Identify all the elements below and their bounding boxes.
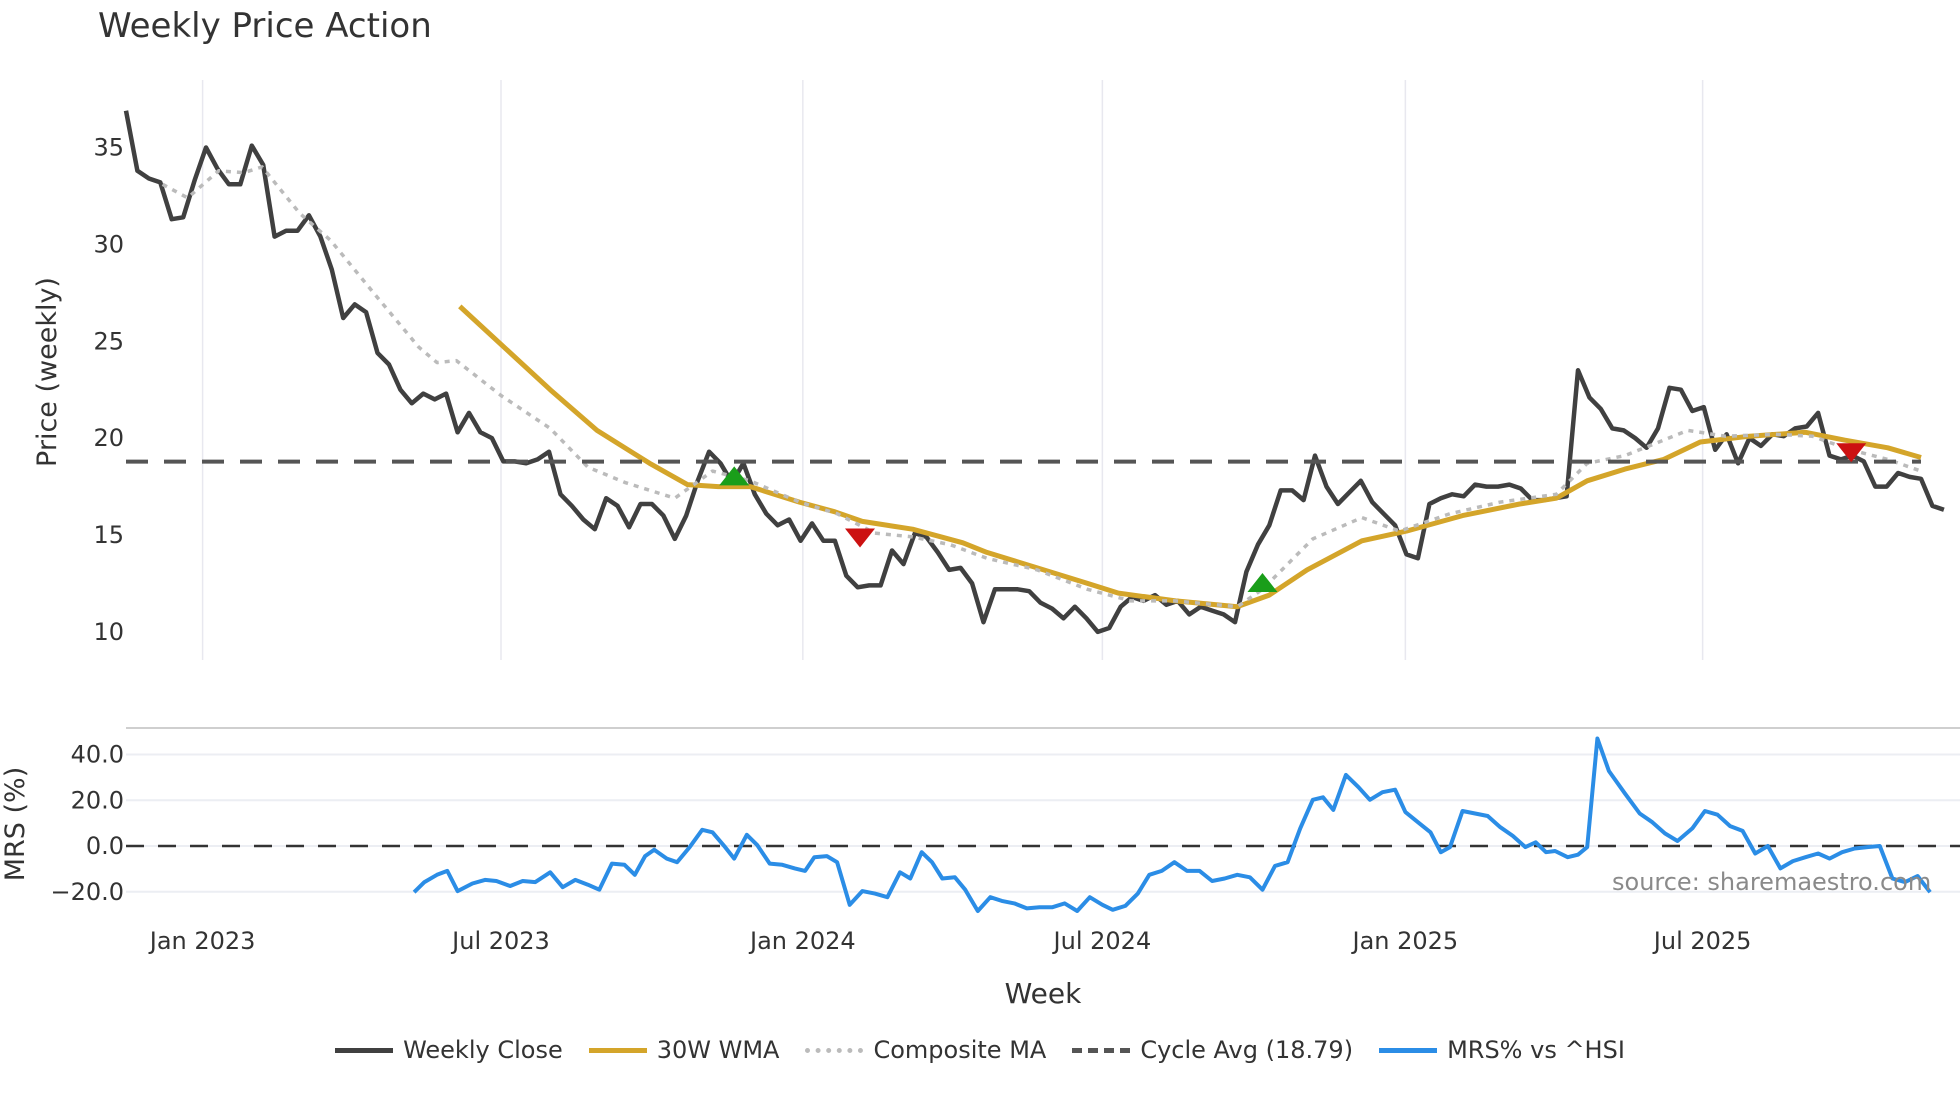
x-tick-label: Jan 2024 (748, 927, 856, 955)
legend-item-mrs[interactable]: MRS% vs ^HSI (1379, 1036, 1625, 1064)
mrs-y-axis-label: MRS (%) (0, 767, 31, 882)
wma-swatch-icon (588, 1047, 647, 1053)
legend-item-composite-ma[interactable]: Composite MA (805, 1036, 1046, 1064)
series-layer (123, 110, 1945, 913)
wma-line (458, 304, 1922, 610)
legend-label: 30W WMA (656, 1036, 780, 1064)
y-tick-label: 30 (93, 230, 124, 258)
legend-item-weekly-close[interactable]: Weekly Close (335, 1036, 563, 1064)
legend-label: Composite MA (873, 1036, 1047, 1064)
y-tick-label: 0.0 (86, 832, 124, 860)
x-tick-label: Jul 2023 (450, 927, 550, 955)
y-tick-label: 20.0 (71, 786, 124, 814)
cycle-avg-swatch-icon (1072, 1047, 1131, 1053)
legend: Weekly Close 30W WMA Composite MA Cycle … (0, 1036, 1960, 1064)
y-tick-label: 20 (93, 424, 124, 452)
x-axis-label: Week (1005, 977, 1082, 1010)
legend-label: Weekly Close (403, 1036, 563, 1064)
legend-item-cycle-avg[interactable]: Cycle Avg (18.79) (1072, 1036, 1353, 1064)
legend-label: Cycle Avg (18.79) (1140, 1036, 1354, 1064)
x-axis: Jan 2023 Jul 2023 Jan 2024 Jul 2024 Jan 2025… (148, 927, 1752, 955)
price-y-axis: 10 15 20 25 30 35 (93, 134, 124, 646)
sell-signal-icon (1836, 443, 1867, 463)
mrs-swatch-icon (1379, 1047, 1438, 1053)
x-tick-label: Jan 2025 (1351, 927, 1459, 955)
y-tick-label: −20.0 (50, 878, 124, 906)
y-tick-label: 25 (93, 327, 124, 355)
price-panel-grid (201, 80, 1704, 660)
price-y-axis-label: Price (weekly) (32, 277, 63, 467)
sell-signal-icon (845, 528, 876, 548)
weekly-close-swatch-icon (335, 1047, 394, 1053)
mrs-y-axis: 40.0 20.0 0.0 −20.0 (50, 741, 124, 906)
composite-ma-swatch-icon (805, 1047, 864, 1053)
y-tick-label: 10 (93, 618, 124, 646)
signal-markers (719, 443, 1867, 592)
buy-signal-icon (719, 466, 750, 486)
mrs-line (412, 736, 1932, 913)
x-tick-label: Jul 2025 (1652, 927, 1752, 955)
x-tick-label: Jul 2024 (1052, 927, 1152, 955)
y-tick-label: 35 (93, 134, 124, 162)
legend-label: MRS% vs ^HSI (1447, 1036, 1625, 1064)
legend-item-30w-wma[interactable]: 30W WMA (588, 1036, 780, 1064)
y-tick-label: 40.0 (71, 741, 124, 769)
buy-signal-icon (1247, 572, 1278, 592)
chart-title: Weekly Price Action (98, 6, 432, 46)
y-tick-label: 15 (93, 521, 124, 549)
weekly-close-line (123, 110, 1945, 635)
mrs-panel-grid (126, 727, 1960, 893)
composite-ma-line (161, 165, 1922, 609)
x-tick-label: Jan 2023 (148, 927, 256, 955)
source-watermark: source: sharemaestro.com (1612, 868, 1932, 896)
